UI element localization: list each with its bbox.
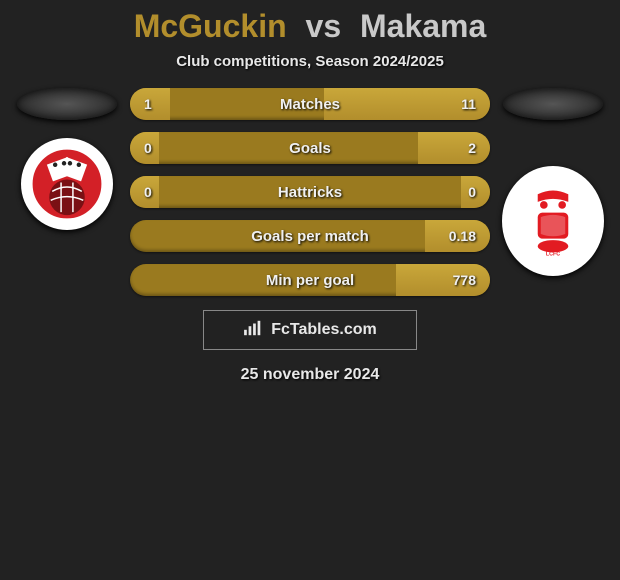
subtitle: Club competitions, Season 2024/2025 — [176, 53, 444, 70]
left-crest-column — [12, 88, 122, 230]
stat-label: Goals per match — [251, 228, 369, 245]
stat-value-left: 1 — [144, 88, 152, 120]
bar-fill-right — [418, 132, 490, 164]
stat-label: Matches — [280, 96, 340, 113]
stat-value-left: 0 — [144, 176, 152, 208]
stat-row-goals: 0 Goals 2 — [130, 132, 490, 164]
stat-value-right: 0 — [468, 176, 476, 208]
stat-value-right: 778 — [453, 264, 476, 296]
stat-label: Goals — [289, 140, 331, 157]
branding-text: FcTables.com — [271, 321, 377, 339]
title-row: McGuckin vs Makama — [134, 8, 487, 45]
rotherham-crest-icon — [21, 138, 113, 230]
stat-row-goals-per-match: Goals per match 0.18 — [130, 220, 490, 252]
branding-box[interactable]: FcTables.com — [203, 310, 417, 350]
stat-label: Hattricks — [278, 184, 342, 201]
player2-name: Makama — [360, 8, 486, 44]
player1-name: McGuckin — [134, 8, 287, 44]
stat-row-hattricks: 0 Hattricks 0 — [130, 176, 490, 208]
stat-row-matches: 1 Matches 11 — [130, 88, 490, 120]
vs-label: vs — [306, 8, 342, 44]
stat-row-min-per-goal: Min per goal 778 — [130, 264, 490, 296]
stat-value-right: 2 — [468, 132, 476, 164]
stats-bars: 1 Matches 11 0 Goals 2 0 Hattricks 0 — [130, 88, 490, 296]
left-shadow-ellipse — [17, 88, 117, 120]
stat-value-left: 0 — [144, 132, 152, 164]
comparison-card: McGuckin vs Makama Club competitions, Se… — [0, 0, 620, 392]
content-row: 1 Matches 11 0 Goals 2 0 Hattricks 0 — [0, 88, 620, 296]
right-crest-column: LCFC — [498, 88, 608, 276]
stat-value-right: 11 — [461, 88, 476, 120]
stat-label: Min per goal — [266, 272, 354, 289]
svg-text:LCFC: LCFC — [546, 251, 560, 257]
stat-value-right: 0.18 — [449, 220, 476, 252]
right-shadow-ellipse — [503, 88, 603, 120]
lincoln-city-crest-icon: LCFC — [502, 166, 604, 276]
chart-bars-icon — [243, 319, 265, 342]
date-label: 25 november 2024 — [241, 366, 380, 384]
